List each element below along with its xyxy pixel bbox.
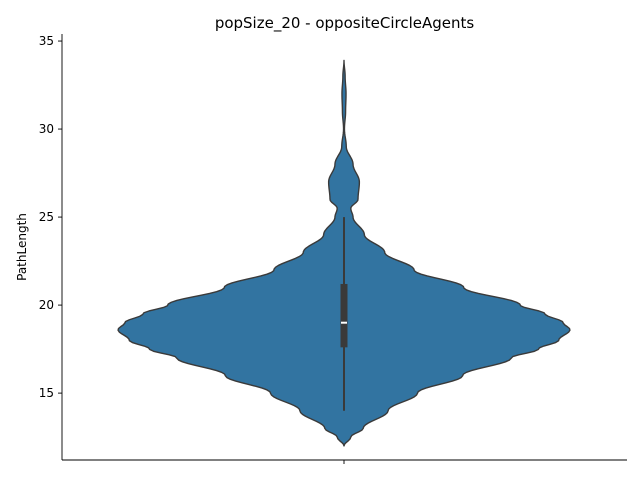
violin-layer [117, 59, 571, 447]
y-tick-label: 20 [39, 298, 54, 312]
axes: 15 20 25 30 35 [39, 34, 627, 464]
y-tick-label: 30 [39, 122, 54, 136]
y-axis-label: PathLength [15, 213, 29, 281]
y-tick-label: 15 [39, 386, 54, 400]
y-tick-label: 35 [39, 34, 54, 48]
chart-title: popSize_20 - oppositeCircleAgents [215, 14, 475, 33]
iqr-box [340, 283, 348, 348]
y-tick-label: 25 [39, 210, 54, 224]
